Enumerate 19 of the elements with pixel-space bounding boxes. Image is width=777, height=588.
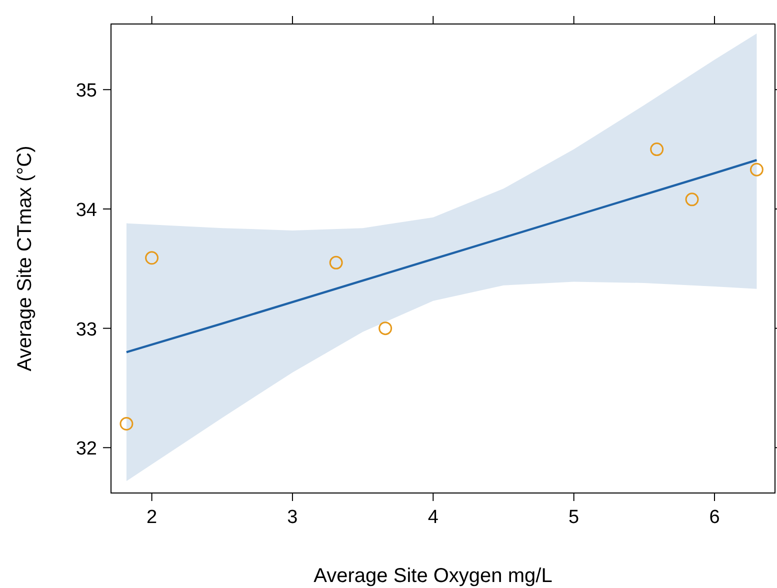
y-tick-label: 33 <box>76 319 97 340</box>
y-axis-title: Average Site CTmax (°C) <box>14 146 36 372</box>
point <box>145 251 159 265</box>
y-tick-label: 34 <box>76 200 98 221</box>
point <box>120 417 134 431</box>
point <box>750 162 764 176</box>
x-tick-label: 5 <box>568 507 580 528</box>
point <box>685 192 699 206</box>
x-tick-label: 4 <box>428 507 439 528</box>
point <box>650 142 664 156</box>
x-axis-title: Average Site Oxygen mg/L <box>314 565 552 587</box>
line-series <box>125 158 758 354</box>
y-tick-label: 35 <box>76 80 97 102</box>
point <box>378 322 392 336</box>
x-tick-label: 6 <box>709 507 720 528</box>
x-tick-label: 3 <box>287 507 298 528</box>
y-tick-label: 32 <box>76 438 97 460</box>
point <box>329 256 343 270</box>
x-tick-label: 2 <box>146 507 158 528</box>
